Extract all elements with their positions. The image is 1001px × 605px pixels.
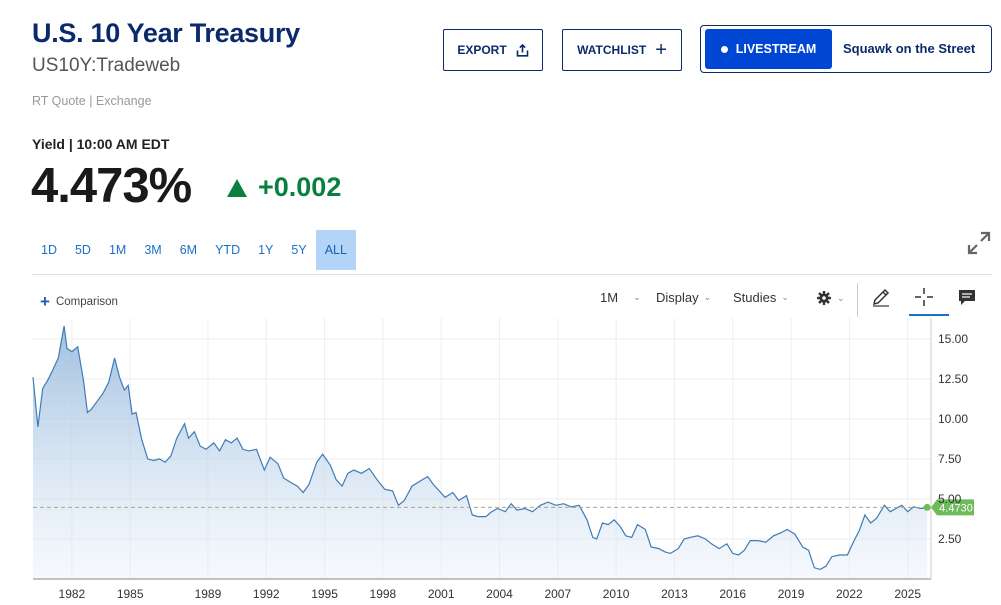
chevron-down-icon: ⌄ [781, 292, 789, 302]
y-tick-label: 10.00 [938, 412, 968, 426]
y-tick-label: 12.50 [938, 372, 968, 386]
range-5y[interactable]: 5Y [291, 243, 307, 257]
range-6m[interactable]: 6M [179, 243, 198, 257]
divider [32, 274, 992, 275]
ticker-symbol: US10Y:Tradeweb [32, 55, 181, 76]
livestream-banner[interactable]: LIVESTREAM Squawk on the Street [700, 25, 992, 73]
chevron-down-icon: ⌄ [837, 292, 845, 303]
livestream-button[interactable]: LIVESTREAM [705, 29, 832, 69]
up-arrow-icon [227, 178, 247, 197]
x-tick-label: 1992 [253, 587, 280, 601]
yield-line [32, 325, 928, 571]
chevron-down-icon: ⌄ [703, 292, 712, 302]
x-tick-label: 1985 [117, 587, 144, 601]
y-tick-label: 15.00 [938, 332, 968, 346]
x-tick-label: 1998 [370, 587, 397, 601]
share-icon [516, 43, 528, 57]
last-value-dot [923, 503, 931, 511]
gear-icon [817, 291, 831, 305]
export-label: EXPORT [457, 43, 507, 57]
yield-chart[interactable]: 4.4730 1982 1985 1989 1992 1995 1998 2001 2004 2… [0, 318, 1001, 605]
live-show-title[interactable]: Squawk on the Street [843, 41, 976, 56]
settings-dropdown[interactable]: ⌄ [816, 290, 845, 306]
yield-area-fill [33, 326, 928, 579]
studies-label: Studies [733, 290, 777, 305]
interval-label: 1M [600, 290, 619, 305]
chevron-down-icon: ⌄ [633, 292, 641, 302]
interval-dropdown[interactable]: 1M ⌄ [600, 290, 641, 305]
y-tick-label: 2.50 [938, 532, 962, 546]
last-value-label: 4.4730 [939, 502, 973, 514]
range-5d[interactable]: 5D [74, 243, 91, 257]
comparison-label: Comparison [55, 295, 118, 308]
x-tick-label: 2025 [894, 587, 921, 601]
y-tick-label: 7.50 [938, 452, 962, 466]
chart-axes: 1982 1985 1989 1992 1995 1998 2001 2004 2007 2010… [33, 318, 968, 601]
range-all[interactable]: ALL [315, 230, 356, 270]
display-dropdown[interactable]: Display ⌄ [656, 290, 711, 305]
display-label: Display [656, 290, 699, 305]
x-tick-label: 2016 [719, 587, 746, 601]
x-tick-label: 2019 [778, 587, 805, 601]
studies-dropdown[interactable]: Studies ⌄ [733, 290, 789, 305]
range-ytd[interactable]: YTD [215, 243, 241, 257]
range-1y[interactable]: 1Y [258, 243, 274, 257]
x-tick-label: 2004 [486, 587, 513, 601]
x-tick-label: 1982 [59, 587, 86, 601]
x-tick-label: 2022 [836, 587, 863, 601]
last-value-badge [931, 499, 974, 516]
crosshair-icon[interactable] [913, 286, 935, 308]
range-1d[interactable]: 1D [41, 243, 57, 257]
crosshair-active-indicator [909, 314, 949, 316]
livestream-label: LIVESTREAM [735, 42, 817, 56]
range-1m[interactable]: 1M [108, 243, 127, 257]
plus-icon: + [40, 292, 50, 311]
range-selector: 1D 5D 1M 3M 6M YTD 1Y 5Y ALL [32, 230, 356, 270]
quote-type: RT Quote | Exchange [32, 94, 152, 108]
toolbar-separator [857, 283, 858, 317]
change-value: +0.002 [258, 172, 342, 202]
comparison-button[interactable]: + Comparison [40, 293, 118, 310]
yield-label: Yield | 10:00 AM EDT [32, 136, 170, 152]
yield-value: 4.473% [31, 159, 192, 213]
watchlist-label: WATCHLIST [577, 43, 647, 57]
pencil-icon[interactable] [870, 286, 892, 308]
watchlist-button[interactable]: WATCHLIST + [562, 29, 682, 71]
x-tick-label: 1989 [195, 587, 222, 601]
chart-area: 4.4730 [32, 325, 974, 579]
x-tick-label: 2007 [544, 587, 571, 601]
x-tick-label: 1995 [311, 587, 338, 601]
comment-icon[interactable] [956, 286, 978, 308]
x-tick-label: 2013 [661, 587, 688, 601]
plus-icon: + [655, 39, 667, 61]
range-3m[interactable]: 3M [144, 243, 162, 257]
live-dot-icon [720, 45, 728, 53]
x-tick-label: 2001 [428, 587, 455, 601]
page-title: U.S. 10 Year Treasury [32, 18, 300, 48]
y-tick-label: 5.00 [938, 492, 962, 506]
x-tick-label: 2010 [603, 587, 630, 601]
export-button[interactable]: EXPORT [443, 29, 543, 71]
expand-icon[interactable] [966, 230, 992, 256]
yield-change: +0.002 [227, 172, 341, 203]
